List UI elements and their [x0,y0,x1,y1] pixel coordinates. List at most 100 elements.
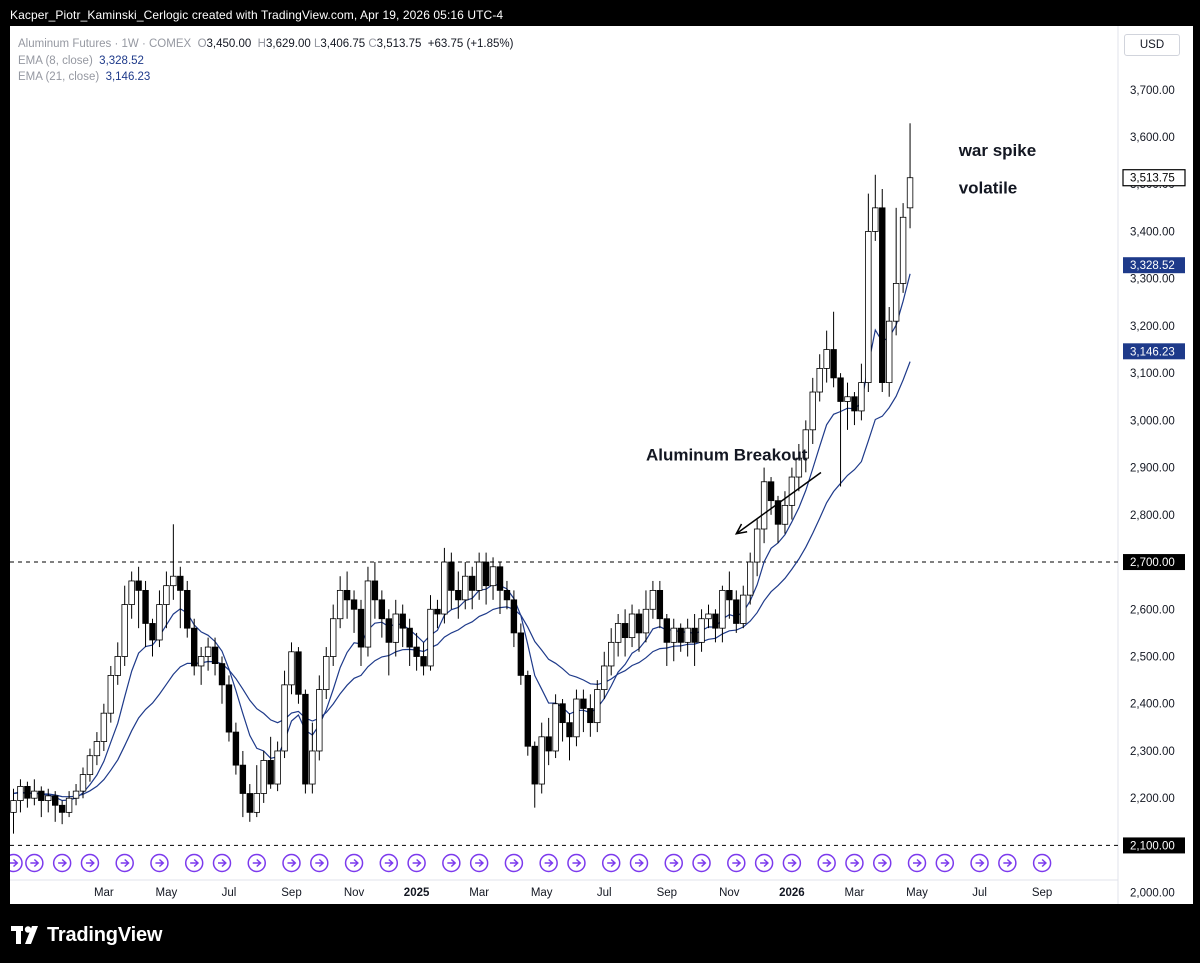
chart-frame[interactable]: Aluminum Breakout war spike volatile 2,000… [10,26,1193,904]
event-icon[interactable] [539,853,558,873]
candle[interactable] [545,717,552,766]
candle[interactable] [38,786,45,818]
candle[interactable] [747,552,754,605]
candle[interactable] [392,599,399,657]
event-icon[interactable] [998,853,1017,873]
candle[interactable] [128,571,135,619]
price-tag-level[interactable]: 2,100.00 [1123,837,1185,854]
event-icon[interactable] [310,853,329,873]
candle[interactable] [184,580,191,638]
candle[interactable] [232,722,240,775]
event-icon[interactable] [817,853,836,873]
candle[interactable] [364,566,372,657]
candle[interactable] [350,590,358,633]
event-icon[interactable] [664,853,683,873]
candle[interactable] [621,609,629,657]
price-tag-level[interactable]: 2,700.00 [1123,554,1185,571]
candle[interactable] [858,363,865,421]
candle[interactable] [267,736,274,789]
candle[interactable] [434,599,441,629]
candle[interactable] [441,547,448,624]
candle[interactable] [677,623,684,652]
candle[interactable] [830,311,837,388]
candle[interactable] [844,382,851,430]
event-icon[interactable] [567,853,586,873]
event-icon[interactable] [782,853,802,873]
candle[interactable] [531,741,538,808]
candle[interactable] [343,571,351,619]
candle[interactable] [86,748,94,782]
candle[interactable] [211,637,219,676]
tradingview-branding[interactable]: TradingView [11,922,162,948]
candle[interactable] [371,562,379,619]
candle[interactable] [156,590,163,648]
candle[interactable] [462,562,469,610]
event-icon[interactable] [442,853,461,873]
candle[interactable] [468,566,476,610]
event-icon[interactable] [504,853,524,873]
event-icon[interactable] [150,853,169,873]
candle[interactable] [72,784,80,806]
candle[interactable] [906,123,914,229]
candle[interactable] [406,618,413,666]
candle[interactable] [628,604,636,648]
candle[interactable] [719,585,726,643]
candle[interactable] [274,741,281,792]
candle[interactable] [879,188,886,393]
event-icon[interactable] [845,853,864,873]
candle[interactable] [357,599,365,666]
candle[interactable] [489,557,497,600]
candle[interactable] [239,750,247,818]
candle[interactable] [760,467,768,544]
event-icon[interactable] [601,853,621,873]
event-icon[interactable] [469,853,489,873]
candle[interactable] [872,174,879,241]
price-tag-ema8[interactable]: 3,328.52 [1123,257,1185,274]
candle[interactable] [253,765,260,818]
candle[interactable] [837,373,844,487]
candle[interactable] [601,651,608,700]
candle[interactable] [503,580,511,610]
candle[interactable] [177,566,184,629]
candle[interactable] [378,590,386,638]
candle[interactable] [58,800,66,825]
candle[interactable] [649,580,657,619]
candle[interactable] [580,689,587,733]
event-icon[interactable] [754,853,774,873]
candle[interactable] [197,647,205,685]
candle[interactable] [753,519,761,577]
candle[interactable] [448,552,455,610]
candle[interactable] [886,307,893,397]
event-icon[interactable] [115,853,134,873]
candle[interactable] [851,392,858,426]
event-icon[interactable] [247,853,266,873]
event-icon[interactable] [212,853,232,873]
candle[interactable] [329,604,337,666]
event-icon[interactable] [344,853,364,873]
candle[interactable] [336,576,344,629]
price-chart[interactable]: Aluminum Breakout war spike volatile 2,000… [10,26,1193,904]
candle[interactable] [559,699,566,742]
candle[interactable] [427,595,434,671]
candle[interactable] [475,552,483,600]
event-icon[interactable] [907,853,927,873]
candle[interactable] [802,420,809,473]
candle[interactable] [114,642,121,685]
candle[interactable] [587,694,594,737]
candle[interactable] [302,689,309,794]
event-icon[interactable] [1032,853,1052,873]
event-icon[interactable] [970,853,989,873]
legend-ema8-row[interactable]: EMA (8, close) 3,328.52 [18,53,513,70]
candle[interactable] [190,618,198,676]
event-icon[interactable] [692,853,711,873]
candle[interactable] [413,632,420,671]
candle[interactable] [420,642,427,676]
candle[interactable] [733,590,740,633]
candle[interactable] [455,571,462,619]
event-icon[interactable] [25,853,44,873]
candle[interactable] [642,590,650,643]
candle[interactable] [635,609,643,652]
event-icon[interactable] [80,853,100,873]
currency-button[interactable]: USD [1124,34,1180,56]
event-icon[interactable] [873,853,892,873]
